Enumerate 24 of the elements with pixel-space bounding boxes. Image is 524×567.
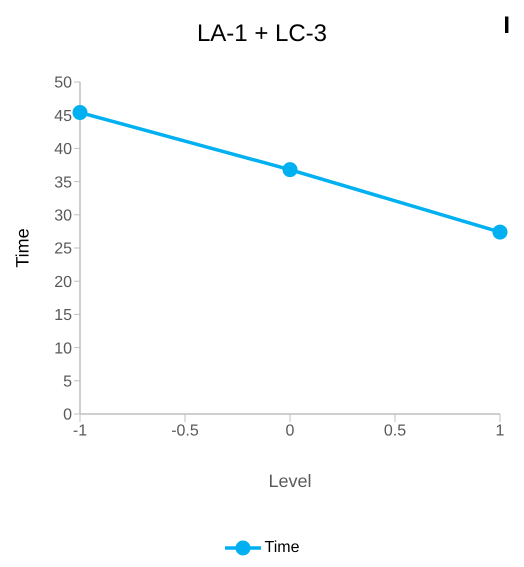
y-tick-label: 25 <box>54 240 72 258</box>
point <box>72 105 88 120</box>
y-tick-label: 10 <box>54 340 72 358</box>
y-tick-label: 20 <box>54 274 72 291</box>
x-axis-title: Level <box>268 471 312 491</box>
x-tick-label: 0.5 <box>384 422 406 440</box>
x-tick-label: 1 <box>496 422 505 440</box>
y-tick-label: 30 <box>54 207 72 224</box>
x-tick-label: -1 <box>72 422 88 440</box>
y-tick-label: 15 <box>54 307 72 324</box>
legend-label: Time <box>264 539 300 557</box>
y-tick-label: 40 <box>54 141 72 158</box>
y-tick-label: 0 <box>63 406 72 424</box>
point <box>282 162 298 178</box>
point <box>492 224 508 240</box>
chart-title: LA-1 + LC-3 <box>196 20 328 47</box>
text: I <box>503 12 510 40</box>
x-tick-label: 0 <box>286 422 295 440</box>
y-tick-label: 35 <box>54 174 72 192</box>
x-tick-label: -0.5 <box>171 422 199 440</box>
y-tick-label: 50 <box>54 74 72 92</box>
y-tick-label: 5 <box>63 373 72 390</box>
y-tick-label: 45 <box>54 108 72 125</box>
y-axis-title: Time <box>12 228 32 268</box>
